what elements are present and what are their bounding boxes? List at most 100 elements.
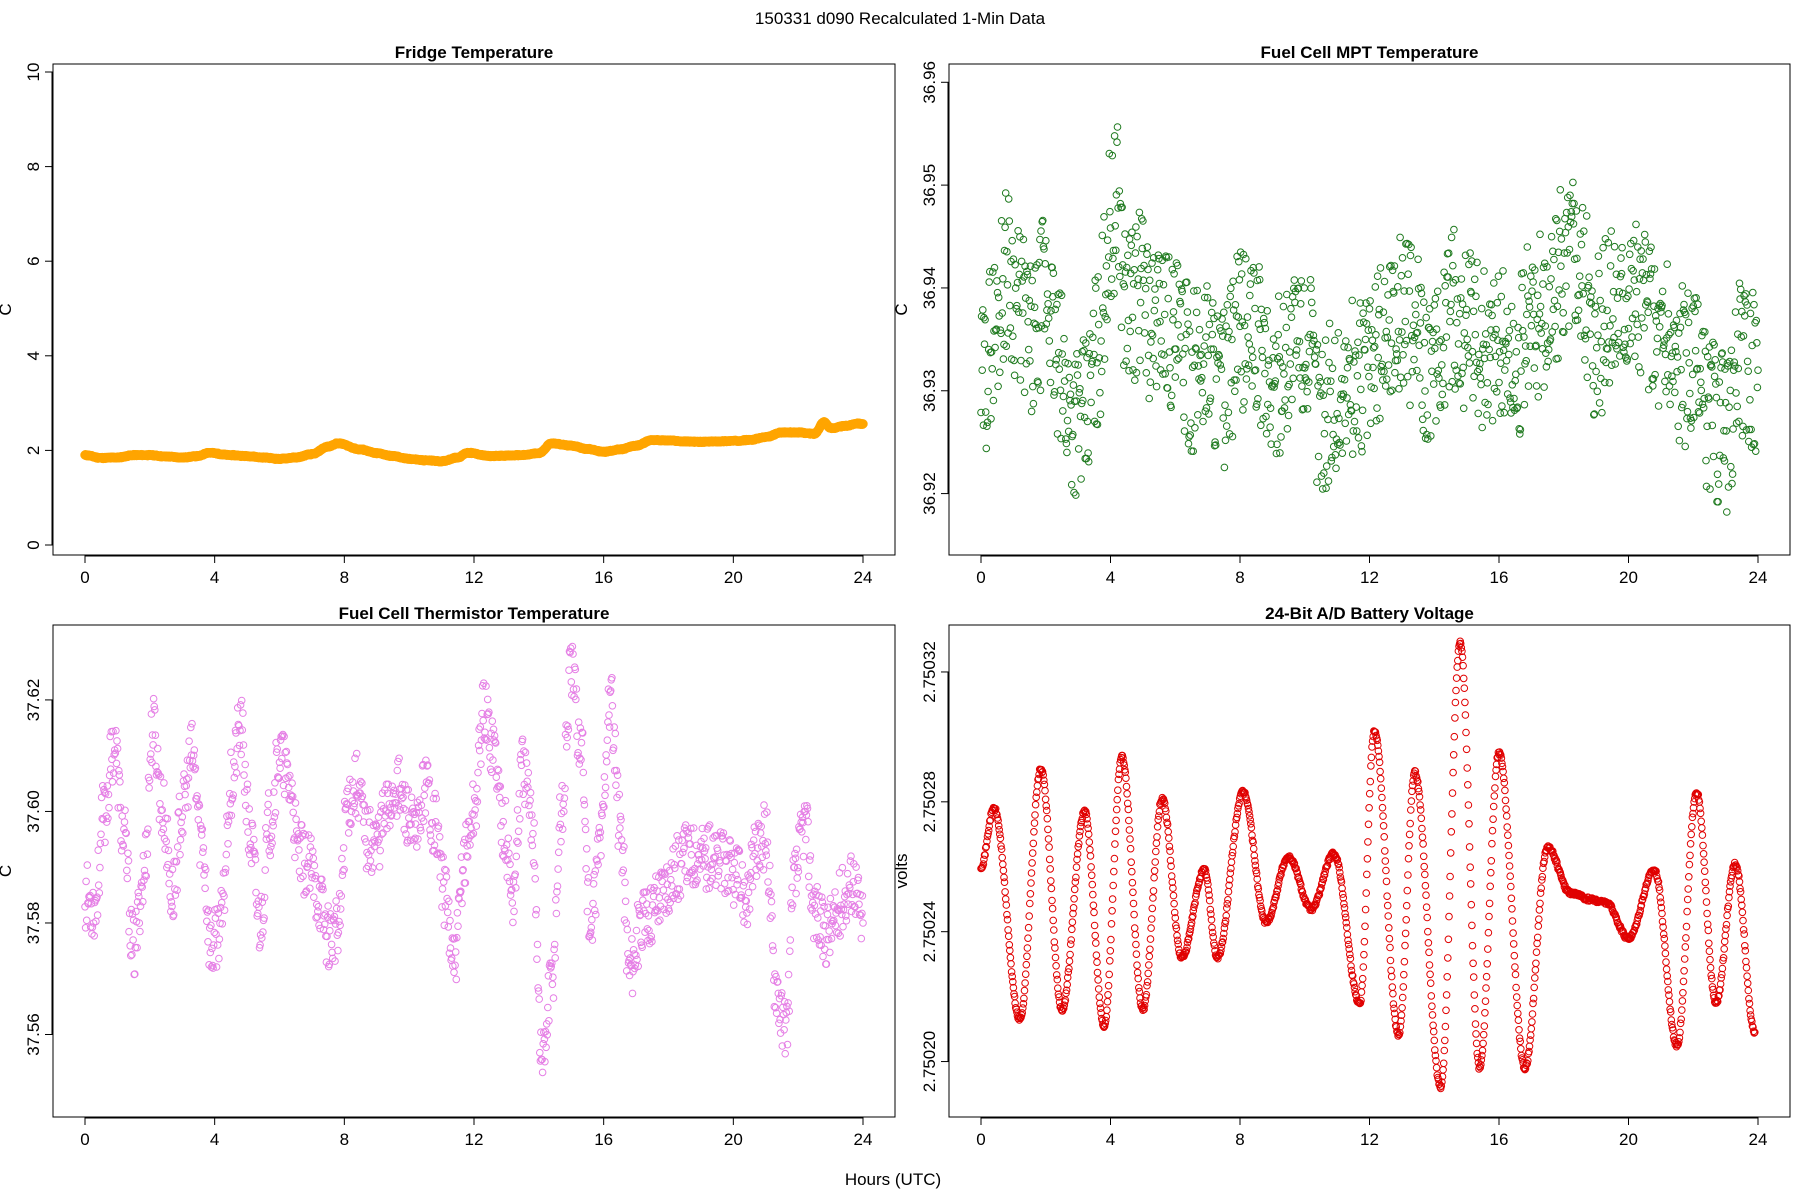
data-point: [1747, 425, 1755, 434]
data-point: [1560, 328, 1568, 337]
data-point: [1139, 1006, 1147, 1015]
data-point: [310, 861, 319, 870]
data-point: [116, 778, 124, 786]
data-point: [1666, 400, 1674, 409]
data-point: [1002, 342, 1011, 351]
data-point: [1019, 1004, 1027, 1012]
data-point: [485, 708, 493, 717]
data-point: [676, 891, 685, 900]
data-point: [1069, 909, 1077, 918]
data-point: [591, 867, 600, 875]
data-point: [1727, 462, 1735, 471]
data-point: [459, 866, 467, 874]
data-point: [1202, 333, 1210, 341]
data-point: [1379, 812, 1387, 820]
data-point: [1025, 912, 1033, 920]
data-point: [1525, 297, 1533, 306]
data-point: [1403, 239, 1411, 248]
data-point: [1565, 245, 1574, 254]
data-point: [1661, 377, 1669, 386]
data-point: [1407, 806, 1415, 814]
y-tick-label: 2.75024: [920, 901, 939, 962]
data-point: [1248, 353, 1257, 362]
data-point: [1439, 1066, 1447, 1074]
data-point: [719, 829, 728, 837]
data-point: [822, 960, 831, 968]
data-point: [1465, 359, 1474, 367]
data-point: [1335, 863, 1343, 872]
data-point: [1302, 360, 1310, 369]
data-point: [469, 829, 478, 838]
y-tick-label: 0: [24, 540, 43, 549]
data-point: [121, 828, 130, 837]
data-point: [1601, 378, 1609, 387]
data-point: [1614, 329, 1622, 338]
x-tick-label: 0: [976, 568, 985, 587]
data-point: [115, 766, 123, 775]
data-point: [139, 897, 147, 906]
data-point: [1026, 357, 1034, 365]
data-point: [665, 907, 673, 915]
data-point: [373, 822, 381, 831]
data-point: [264, 800, 272, 809]
data-point: [843, 869, 852, 878]
data-point: [1381, 382, 1390, 390]
data-point: [1658, 287, 1667, 296]
data-point: [838, 863, 847, 872]
data-point: [488, 717, 497, 726]
data-point: [588, 915, 596, 924]
data-point: [1318, 350, 1326, 359]
data-point: [1310, 353, 1319, 361]
data-point: [1438, 390, 1447, 399]
data-point: [753, 844, 762, 852]
data-point: [583, 907, 592, 916]
data-point: [197, 831, 206, 839]
data-point: [1665, 330, 1673, 339]
data-point: [1528, 287, 1536, 296]
data-point: [1375, 758, 1384, 767]
data-point: [1024, 923, 1033, 932]
data-point: [1604, 238, 1613, 247]
data-point: [1673, 353, 1682, 361]
data-point: [1217, 943, 1226, 951]
data-point: [315, 921, 323, 930]
data-point: [210, 928, 219, 937]
data-point: [856, 911, 865, 920]
data-point: [1611, 360, 1619, 368]
data-point: [1739, 332, 1748, 340]
data-point: [1273, 440, 1281, 449]
data-point: [239, 709, 247, 717]
data-point: [1348, 971, 1356, 979]
data-point: [1597, 374, 1605, 383]
data-point: [1098, 231, 1107, 240]
data-point: [1333, 855, 1342, 864]
data-point: [1141, 311, 1149, 319]
data-point: [1287, 304, 1295, 313]
data-point: [257, 892, 266, 901]
data-point: [1336, 868, 1344, 877]
data-point: [1167, 872, 1176, 880]
data-point: [1480, 354, 1489, 363]
data-point: [1729, 366, 1738, 375]
data-point: [1545, 282, 1554, 291]
data-point: [998, 309, 1007, 317]
data-point: [1143, 981, 1151, 990]
data-point: [1169, 316, 1177, 324]
data-point: [451, 961, 459, 970]
data-point: [435, 833, 444, 841]
data-point: [586, 928, 595, 937]
data-point: [1415, 787, 1423, 796]
data-point: [1332, 464, 1340, 473]
data-point: [1498, 402, 1506, 410]
data-point: [1736, 285, 1745, 294]
data-point: [1286, 360, 1295, 368]
data-point: [1195, 325, 1204, 334]
data-point: [1267, 911, 1275, 920]
data-point: [1327, 457, 1336, 465]
data-point: [1227, 858, 1236, 867]
data-point: [983, 832, 992, 841]
data-point: [1620, 325, 1629, 334]
data-point: [477, 760, 485, 769]
